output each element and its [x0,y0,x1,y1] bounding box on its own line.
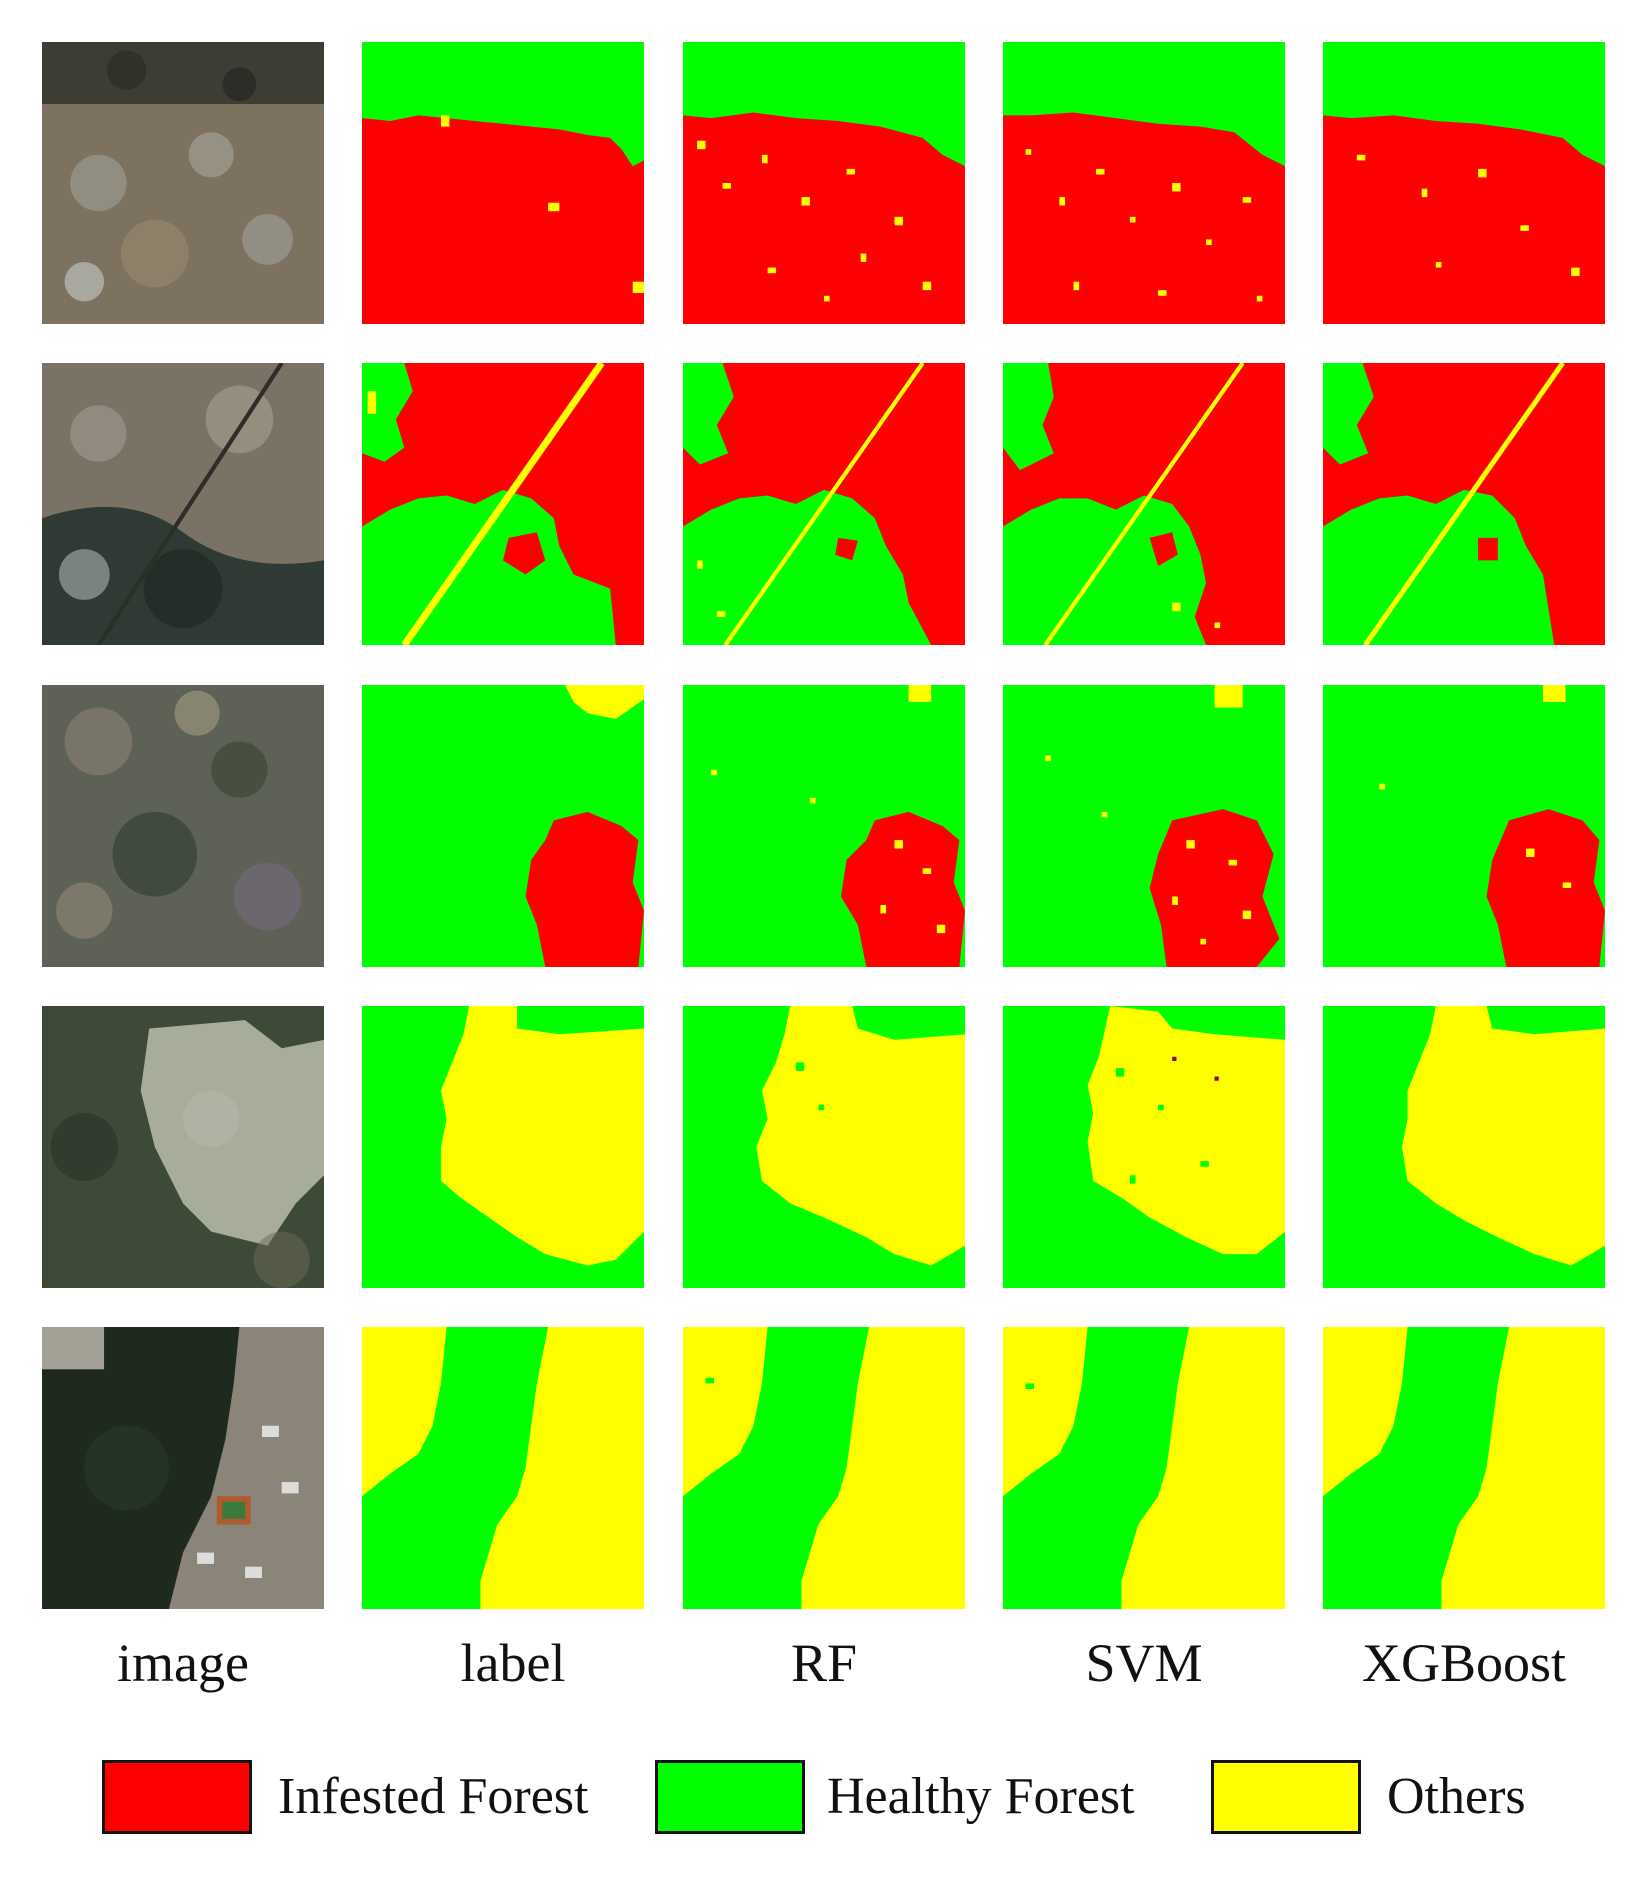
column-label-xgboost: XGBoost [1361,1633,1567,1693]
xgboost-prediction-tile [1323,685,1605,967]
svm-prediction-tile [1003,42,1285,324]
satellite-image-tile [42,42,324,324]
label-map-tile [362,685,644,967]
rf-prediction-tile [683,1327,965,1609]
label-map-tile [362,1327,644,1609]
satellite-image-tile [42,1327,324,1609]
label-map-tile [362,363,644,645]
satellite-image-tile [42,685,324,967]
column-label-label: label [460,1633,566,1693]
xgboost-prediction-tile [1323,42,1605,324]
legend-label-others: Others [1387,1768,1526,1825]
label-map-tile [362,1006,644,1288]
legend-label-healthy-forest: Healthy Forest [827,1768,1135,1825]
svm-prediction-tile [1003,1327,1285,1609]
legend-label-infested-forest: Infested Forest [278,1768,589,1825]
satellite-image-tile [42,1006,324,1288]
legend-swatch-others [1211,1760,1361,1834]
column-label-rf: RF [790,1633,858,1693]
satellite-image-tile [42,363,324,645]
xgboost-prediction-tile [1323,1327,1605,1609]
svm-prediction-tile [1003,685,1285,967]
svm-prediction-tile [1003,1006,1285,1288]
xgboost-prediction-tile [1323,1006,1605,1288]
column-label-image: image [117,1633,249,1693]
svm-prediction-tile [1003,363,1285,645]
xgboost-prediction-tile [1323,363,1605,645]
rf-prediction-tile [683,42,965,324]
column-label-svm: SVM [1085,1633,1203,1693]
rf-prediction-tile [683,363,965,645]
rf-prediction-tile [683,685,965,967]
legend-swatch-infested-forest [102,1760,252,1834]
legend-swatch-healthy-forest [655,1760,805,1834]
label-map-tile [362,42,644,324]
rf-prediction-tile [683,1006,965,1288]
